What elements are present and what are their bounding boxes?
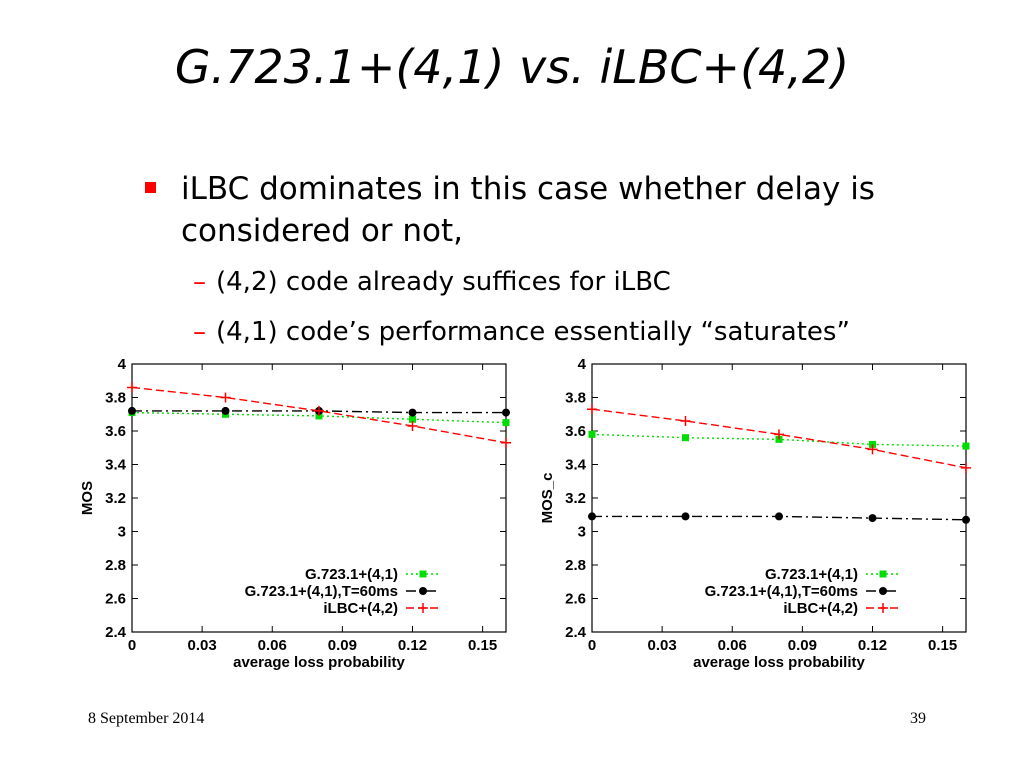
legend-label: G.723.1+(4,1)	[305, 566, 398, 583]
data-point	[588, 430, 596, 438]
y-axis-label: MOS	[79, 481, 96, 515]
data-point	[774, 429, 784, 440]
chart-svg: 2.4 2.6 2.8 3 3.2 3.4 3.6 3.8 4 0 0.03 0.06 0.09 0.12…	[79, 356, 511, 671]
square-bullet-icon	[145, 182, 156, 193]
legend-label: G.723.1+(4,1),T=60ms	[705, 583, 858, 600]
data-point	[588, 512, 596, 521]
dash-icon: –	[193, 317, 206, 347]
data-point	[128, 406, 136, 415]
y-tick-label: 4	[118, 356, 127, 373]
legend-marker	[878, 603, 888, 613]
x-tick-label: 0.09	[328, 637, 357, 654]
y-tick-label: 3.4	[105, 457, 127, 474]
series-line	[131, 411, 507, 424]
x-tick-label: 0.15	[928, 637, 957, 654]
y-tick-label: 4	[578, 356, 587, 373]
y-tick-label: 3.2	[565, 490, 586, 507]
y-tick-label: 3	[118, 524, 126, 541]
mos-chart: 2.4 2.6 2.8 3 3.2 3.4 3.6 3.8 4 0 0.03 0.06 0.09 0.12…	[70, 354, 520, 676]
data-point	[220, 392, 231, 403]
legend-marker	[419, 570, 427, 578]
legend-marker	[879, 587, 887, 595]
x-tick-label: 0.12	[858, 637, 887, 654]
x-tick-label: 0	[128, 637, 136, 654]
x-tick-label: 0.06	[258, 637, 287, 654]
data-point	[221, 406, 230, 415]
dash-icon: –	[193, 267, 206, 297]
x-tick-label: 0.03	[188, 637, 217, 654]
y-tick-label: 3.8	[105, 390, 126, 407]
subbullet-item: – (4,2) code already suffices for iLBC	[193, 266, 973, 298]
y-tick-label: 3	[578, 524, 586, 541]
x-tick-label: 0.06	[718, 637, 747, 654]
data-point	[127, 382, 137, 393]
series-group	[127, 382, 511, 448]
subbullet-text: (4,2) code already suffices for iLBC	[216, 267, 671, 297]
data-point	[869, 440, 876, 448]
legend-label: iLBC+(4,2)	[323, 600, 398, 617]
data-point	[867, 444, 878, 455]
legend-marker	[879, 570, 887, 578]
data-point	[775, 512, 783, 521]
data-point	[962, 515, 970, 524]
data-point	[502, 419, 510, 427]
subbullet-item: – (4,1) code’s performance essentially “s…	[193, 316, 973, 348]
y-tick-label: 2.6	[565, 591, 586, 608]
y-tick-label: 2.8	[105, 557, 126, 574]
data-point	[501, 437, 511, 448]
data-point	[314, 405, 324, 416]
footer-date: 8 September 2014	[88, 710, 205, 727]
data-point	[961, 462, 971, 473]
y-tick-label: 2.4	[565, 624, 587, 641]
x-axis-label: average loss probability	[233, 654, 405, 671]
series-group	[587, 404, 971, 473]
page-number: 39	[910, 710, 926, 727]
legend-label: G.723.1+(4,1),T=60ms	[245, 583, 398, 600]
data-point	[407, 420, 418, 431]
legend-marker	[419, 587, 427, 595]
legend-marker	[418, 603, 428, 613]
y-tick-label: 3.8	[565, 390, 586, 407]
data-point	[962, 442, 970, 450]
data-point	[681, 512, 690, 521]
legend-label: iLBC+(4,2)	[783, 600, 858, 617]
series-line	[591, 433, 967, 447]
subbullet-text: (4,1) code’s performance essentially “sa…	[216, 317, 850, 347]
y-tick-label: 3.6	[105, 423, 126, 440]
series-group	[588, 430, 970, 450]
data-point	[315, 412, 323, 420]
x-tick-label: 0.12	[398, 637, 427, 654]
y-axis-label: MOS_c	[539, 473, 556, 524]
x-tick-label: 0	[588, 637, 596, 654]
x-tick-label: 0.09	[788, 637, 817, 654]
mos-c-chart: 2.4 2.6 2.8 3 3.2 3.4 3.6 3.8 4 0 0.03 0.06 0.09 0.12…	[530, 354, 980, 676]
data-point	[680, 415, 691, 426]
x-tick-label: 0.03	[648, 637, 677, 654]
y-tick-label: 3.6	[565, 423, 586, 440]
series-line	[131, 386, 507, 444]
data-point	[682, 434, 689, 442]
y-tick-label: 2.6	[105, 591, 126, 608]
series-group	[588, 512, 970, 524]
data-point	[775, 435, 783, 443]
y-tick-label: 3.2	[105, 490, 126, 507]
y-tick-label: 2.4	[105, 624, 127, 641]
bullet-text: iLBC dominates in this case whether dela…	[181, 171, 875, 249]
data-point	[409, 415, 416, 423]
chart-svg: 2.4 2.6 2.8 3 3.2 3.4 3.6 3.8 4 0 0.03 0.06 0.09 0.12…	[539, 356, 971, 671]
legend-label: G.723.1+(4,1)	[765, 566, 858, 583]
y-tick-label: 2.8	[565, 557, 586, 574]
data-point	[868, 514, 877, 523]
x-axis-label: average loss probability	[693, 654, 865, 671]
x-tick-label: 0.15	[468, 637, 497, 654]
data-point	[587, 404, 597, 415]
data-point	[502, 408, 510, 417]
y-tick-label: 3.4	[565, 457, 587, 474]
slide-title: G.723.1+(4,1) vs. iLBC+(4,2)	[174, 40, 850, 94]
series-line	[591, 408, 967, 469]
data-point	[408, 408, 417, 417]
